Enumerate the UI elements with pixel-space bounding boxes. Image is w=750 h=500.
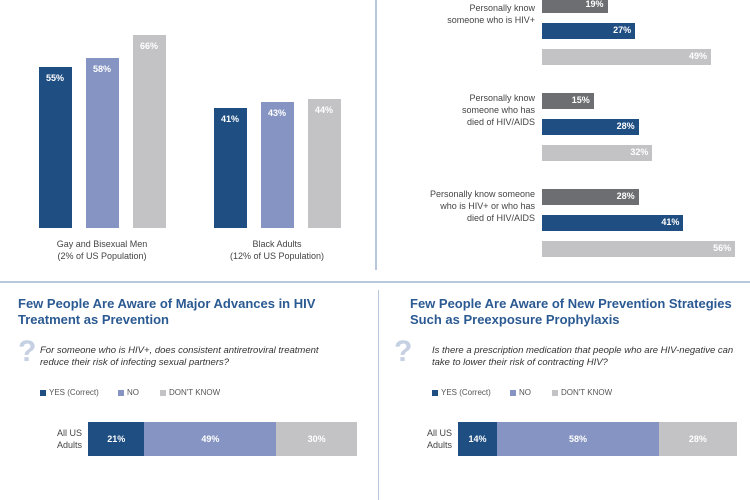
divider	[0, 281, 750, 283]
legend-label: YES (Correct)	[49, 388, 99, 397]
value-label: 41%	[220, 113, 239, 124]
bar	[132, 34, 166, 228]
bar	[542, 189, 639, 205]
value-label: 32%	[630, 147, 649, 157]
legend-item: NO	[510, 388, 531, 397]
value-label: 27%	[613, 25, 632, 35]
value-label: 49%	[689, 51, 708, 61]
value-label: 21%	[107, 434, 126, 444]
legend-label: DON'T KNOW	[561, 388, 613, 397]
category-label: All US Adults	[426, 428, 452, 450]
value-label: 55%	[45, 72, 64, 83]
panel-title: Few People Are Aware of New Prevention S…	[410, 296, 732, 327]
legend-swatch	[552, 389, 558, 396]
bar	[542, 0, 608, 13]
value-label: 43%	[267, 108, 286, 119]
bar	[213, 107, 247, 228]
value-label: 28%	[616, 191, 635, 201]
question-icon: ?	[18, 335, 37, 368]
legend-swatch	[432, 389, 438, 396]
legend-swatch	[510, 389, 516, 396]
bar-segment	[658, 422, 737, 456]
value-label: 41%	[661, 217, 680, 227]
bar	[542, 23, 636, 39]
legend-label: DON'T KNOW	[169, 388, 221, 397]
category-label: Personally know someone who is HIV+	[447, 3, 535, 25]
legend-swatch	[160, 389, 166, 396]
value-label: 66%	[139, 40, 158, 51]
legend-label: YES (Correct)	[441, 388, 491, 397]
bar	[542, 119, 639, 135]
bar-segment	[458, 422, 498, 456]
value-label: 14%	[468, 434, 487, 444]
value-label: 28%	[688, 434, 707, 444]
category-label: Personally know someone who is HIV+ or w…	[429, 189, 535, 223]
value-label: 56%	[713, 243, 732, 253]
question: For someone who is HIV+, does consistent…	[40, 345, 319, 368]
value-label: 15%	[571, 95, 590, 105]
legend-item: DON'T KNOW	[160, 388, 220, 397]
legend-label: NO	[127, 388, 139, 397]
value-label: 58%	[568, 434, 587, 444]
divider	[378, 290, 379, 500]
value-label: 28%	[616, 121, 635, 131]
legend-item: NO	[118, 388, 139, 397]
panel-title: Few People Are Aware of Major Advances i…	[18, 296, 316, 327]
category-label: Black Adults (12% of US Population)	[229, 239, 325, 261]
divider	[375, 0, 377, 270]
category-label: Gay and Bisexual Men (2% of US Populatio…	[56, 239, 148, 261]
bar	[260, 102, 294, 228]
value-label: 19%	[585, 0, 604, 9]
category-label: Personally know someone who has died of …	[461, 93, 535, 127]
legend-swatch	[40, 389, 46, 396]
value-label: 49%	[201, 434, 220, 444]
value-label: 58%	[92, 64, 111, 75]
bar	[542, 215, 684, 231]
bar-segment	[144, 422, 277, 456]
legend-item: YES (Correct)	[40, 388, 99, 397]
bar	[38, 66, 72, 228]
bar-segment	[88, 422, 145, 456]
bar	[542, 93, 594, 109]
question-icon: ?	[394, 335, 413, 368]
bar	[542, 241, 736, 257]
bar	[307, 99, 341, 228]
legend-item: YES (Correct)	[432, 388, 491, 397]
bar	[85, 58, 119, 228]
value-label: 30%	[307, 434, 326, 444]
question: Is there a prescription medication that …	[432, 345, 734, 368]
bar-segment	[497, 422, 659, 456]
legend-swatch	[118, 389, 124, 396]
bar	[542, 145, 653, 161]
legend-label: NO	[519, 388, 531, 397]
legend-item: DON'T KNOW	[552, 388, 612, 397]
bar	[542, 49, 712, 65]
bar-segment	[276, 422, 357, 456]
value-label: 44%	[314, 105, 333, 116]
category-label: All US Adults	[56, 428, 82, 450]
